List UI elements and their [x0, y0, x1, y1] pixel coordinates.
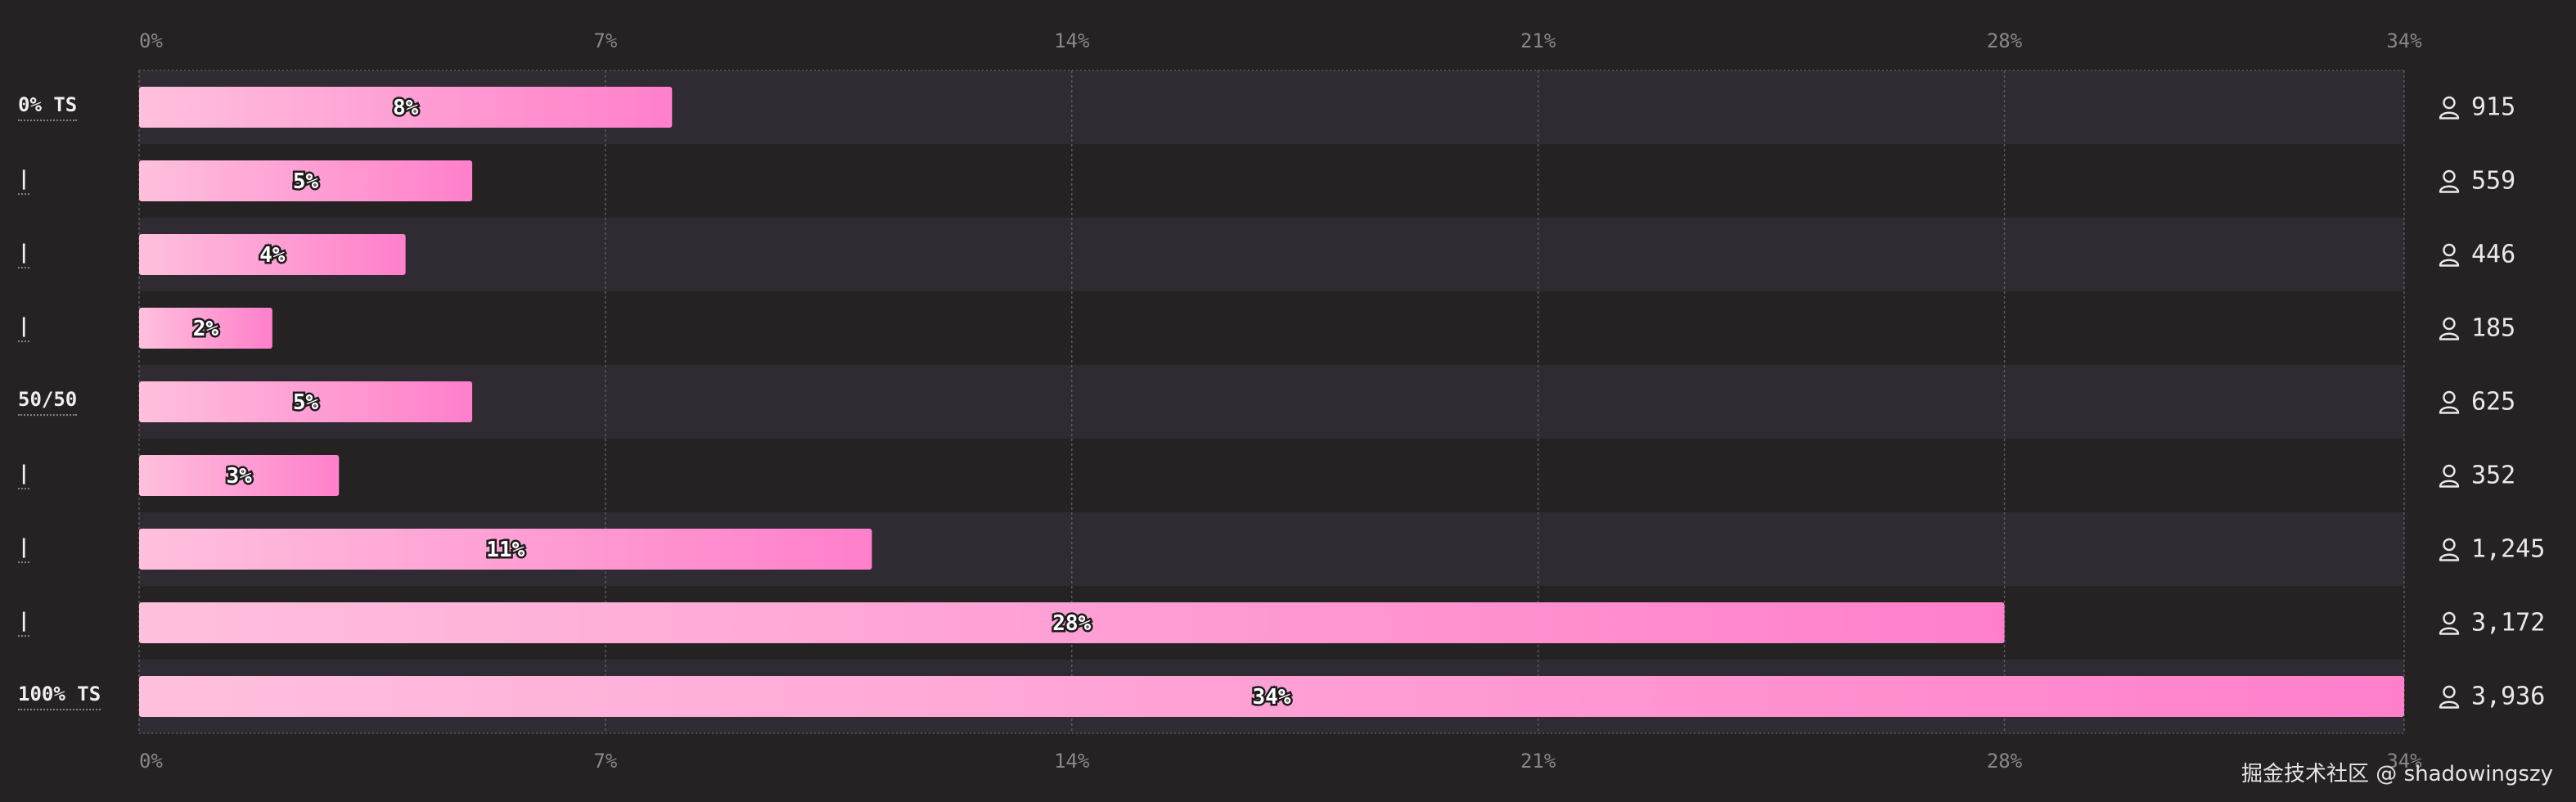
- row-category-label: |: [18, 535, 30, 563]
- x-tick-label: 7%: [593, 750, 617, 773]
- row-count: 3,172: [2439, 609, 2545, 638]
- bar: [139, 676, 2404, 717]
- row-band: [139, 365, 2404, 439]
- person-icon: [2439, 96, 2460, 119]
- row-category-label: |: [18, 462, 30, 489]
- x-tick-label: 34%: [2386, 29, 2422, 52]
- person-icon: [2439, 611, 2460, 635]
- person-icon: [2439, 317, 2460, 340]
- count-value: 3,936: [2471, 682, 2546, 711]
- person-icon: [2439, 464, 2460, 488]
- bar: [139, 455, 340, 496]
- person-icon: [2439, 169, 2460, 193]
- x-tick-label: 0%: [139, 29, 163, 52]
- count-value: 625: [2471, 387, 2516, 417]
- count-value: 3,172: [2471, 608, 2546, 638]
- bar-value-label: 2%: [193, 317, 219, 341]
- bar: [139, 87, 673, 128]
- row-category-label: 100% TS: [18, 683, 101, 710]
- row-count: 3,936: [2439, 683, 2545, 711]
- bar-value-label: 5%: [293, 390, 319, 415]
- x-tick-label: 28%: [1987, 29, 2023, 52]
- row-count: 446: [2439, 241, 2515, 269]
- count-value: 559: [2471, 166, 2516, 196]
- x-tick-label: 14%: [1054, 29, 1090, 52]
- watermark: 掘金技术社区 @ shadowingszy: [2241, 762, 2553, 786]
- row-category-label: |: [18, 314, 30, 342]
- row-count: 915: [2439, 93, 2515, 122]
- row-count: 1,245: [2439, 535, 2545, 564]
- count-value: 185: [2471, 313, 2516, 343]
- bar-value-label: 3%: [226, 464, 252, 489]
- x-tick-label: 7%: [593, 29, 617, 52]
- row-count: 352: [2439, 462, 2515, 490]
- bar-value-label: 8%: [393, 96, 419, 120]
- bar-value-label: 4%: [259, 243, 286, 268]
- bar: [139, 381, 473, 422]
- person-icon: [2439, 538, 2460, 561]
- row-count: 625: [2439, 388, 2515, 417]
- bar: [139, 602, 2005, 643]
- bar-value-label: 5%: [293, 169, 319, 194]
- row-category-label: |: [18, 609, 30, 637]
- x-tick-label: 14%: [1054, 750, 1090, 773]
- x-tick-label: 21%: [1520, 750, 1556, 773]
- row-category-label: 0% TS: [18, 93, 78, 121]
- person-icon: [2439, 390, 2460, 414]
- x-tick-label: 28%: [1987, 750, 2023, 773]
- bar: [139, 160, 473, 201]
- row-category-label: 50/50: [18, 388, 78, 416]
- row-category-label: |: [18, 167, 30, 195]
- person-icon: [2439, 243, 2460, 267]
- bar-value-label: 11%: [486, 538, 525, 562]
- row-band: [139, 218, 2404, 291]
- bar: [139, 529, 872, 570]
- person-icon: [2439, 685, 2460, 709]
- row-count: 185: [2439, 314, 2515, 343]
- count-value: 352: [2471, 461, 2516, 490]
- x-tick-label: 0%: [139, 750, 163, 773]
- row-count: 559: [2439, 167, 2515, 196]
- bar: [139, 308, 272, 349]
- bar: [139, 234, 406, 275]
- count-value: 446: [2471, 240, 2516, 269]
- bar-value-label: 34%: [1253, 685, 1291, 710]
- x-tick-label: 34%: [2386, 750, 2422, 773]
- x-tick-label: 21%: [1520, 29, 1556, 52]
- count-value: 1,245: [2471, 534, 2546, 564]
- count-value: 915: [2471, 92, 2516, 122]
- bar-value-label: 28%: [1052, 611, 1091, 636]
- row-category-label: |: [18, 241, 30, 268]
